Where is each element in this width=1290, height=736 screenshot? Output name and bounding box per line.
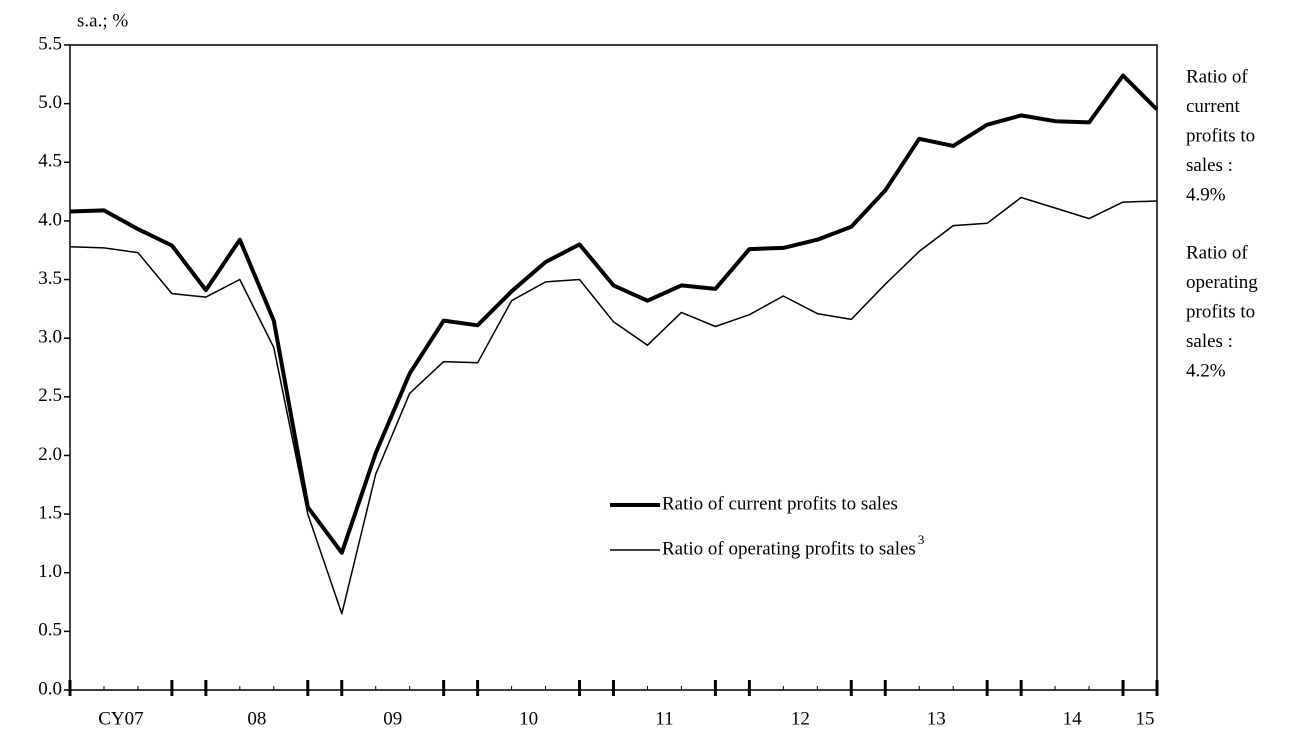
y-axis-label: s.a.; % — [77, 10, 128, 31]
x-tick-label: 12 — [791, 708, 810, 729]
annotation: Ratio of — [1186, 242, 1248, 263]
annotation: sales : — [1186, 331, 1233, 352]
annotation: 4.9% — [1186, 184, 1226, 205]
x-tick-label: 15 — [1136, 708, 1155, 729]
annotation: Ratio of — [1186, 66, 1248, 87]
y-tick-label: 2.0 — [38, 444, 62, 465]
x-tick-label: 14 — [1063, 708, 1083, 729]
series-line — [69, 196, 1158, 615]
plot-frame — [69, 44, 1158, 691]
y-tick-label: 4.5 — [38, 151, 62, 172]
x-tick-label: 09 — [383, 708, 402, 729]
legend-footnote: 3 — [918, 532, 925, 547]
y-tick-label: 4.0 — [38, 209, 62, 230]
y-tick-label: 5.0 — [38, 92, 62, 113]
x-tick-label: 13 — [927, 708, 946, 729]
y-tick-label: 3.5 — [38, 268, 62, 289]
y-tick-label: 2.5 — [38, 385, 62, 406]
y-tick-label: 3.0 — [38, 327, 62, 348]
y-tick-label: 0.0 — [38, 678, 62, 699]
x-tick-label: CY07 — [98, 708, 143, 729]
annotation: profits to — [1186, 125, 1255, 146]
x-tick-label: 11 — [655, 708, 673, 729]
y-tick-label: 5.5 — [38, 33, 62, 54]
x-tick-label: 08 — [247, 708, 266, 729]
legend-label: Ratio of current profits to sales — [662, 493, 898, 514]
annotation: current — [1186, 96, 1241, 117]
annotation: sales : — [1186, 155, 1233, 176]
y-tick-label: 0.5 — [38, 620, 62, 641]
annotation: 4.2% — [1186, 360, 1226, 381]
y-tick-label: 1.0 — [38, 561, 62, 582]
y-tick-label: 1.5 — [38, 502, 62, 523]
legend-label: Ratio of operating profits to sales — [662, 538, 916, 559]
annotation: operating — [1186, 272, 1258, 293]
x-tick-label: 10 — [519, 708, 538, 729]
annotation: profits to — [1186, 301, 1255, 322]
series-line — [69, 73, 1159, 555]
